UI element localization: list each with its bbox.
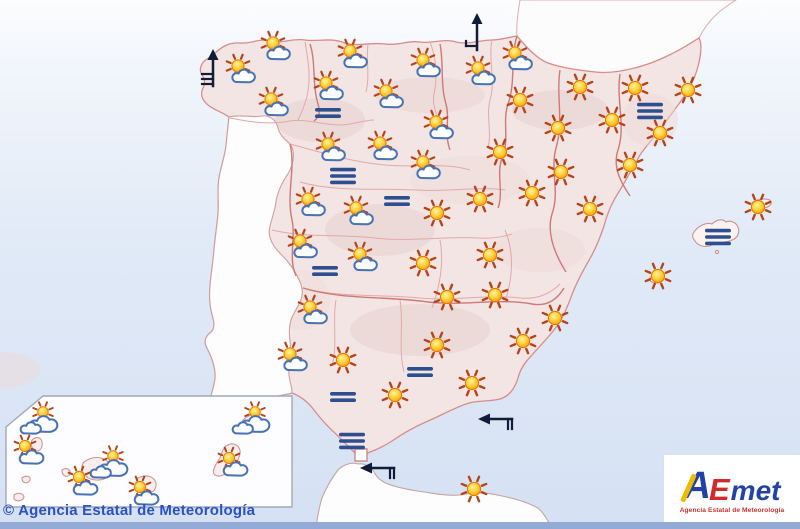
aemet-logo: A E met Agencia Estatal de Meteorología <box>663 454 800 524</box>
sun-cloud-icon <box>347 241 378 272</box>
sun-icon <box>481 281 509 309</box>
wind-arrow-icon <box>360 462 396 480</box>
sun-cloud-icon <box>343 195 374 226</box>
sun-icon <box>329 346 357 374</box>
sun-clouds-icon <box>231 401 271 435</box>
gibraltar-marker <box>354 448 368 462</box>
sun-cloud-icon <box>258 86 289 117</box>
sun-cloud-icon <box>315 131 346 162</box>
logo-letter-e: E <box>708 471 730 507</box>
sun-icon <box>423 331 451 359</box>
sun-clouds-icon <box>89 445 129 479</box>
sun-icon <box>616 151 644 179</box>
sun-cloud-icon <box>277 341 308 372</box>
mist-icon <box>705 228 731 246</box>
sun-icon <box>566 73 594 101</box>
bottom-strip <box>0 522 800 529</box>
sun-icon <box>458 369 486 397</box>
sun-cloud-icon <box>313 70 344 101</box>
portugal-landmass <box>204 115 303 404</box>
morocco-landmass <box>315 462 553 529</box>
sun-icon <box>598 106 626 134</box>
sun-icon <box>433 283 461 311</box>
wind-arrow-icon <box>478 413 514 431</box>
sun-icon <box>621 74 649 102</box>
sun-icon <box>518 179 546 207</box>
mist-icon <box>339 432 365 450</box>
sun-cloud-icon <box>295 186 326 217</box>
sun-icon <box>423 199 451 227</box>
sun-cloud-icon <box>297 294 328 325</box>
logo-letters-met: met <box>730 474 781 506</box>
sun-icon <box>486 138 514 166</box>
mist-icon <box>330 392 356 402</box>
sun-cloud-icon <box>128 475 160 506</box>
mist-icon <box>637 102 663 120</box>
sun-icon <box>381 381 409 409</box>
sun-icon <box>509 327 537 355</box>
sun-cloud-icon <box>410 149 441 180</box>
sun-icon <box>544 114 572 142</box>
sun-cloud-icon <box>465 55 496 86</box>
aemet-logo-word: A E met <box>679 465 781 507</box>
sun-icon <box>460 475 488 503</box>
sun-icon <box>644 262 672 290</box>
mist-icon <box>384 196 410 206</box>
sun-cloud-icon <box>287 228 318 259</box>
sun-cloud-icon <box>260 30 291 61</box>
province-borders <box>229 39 561 373</box>
sun-cloud-icon <box>217 446 249 477</box>
sun-icon <box>466 185 494 213</box>
sun-cloud-icon <box>13 434 45 465</box>
sun-cloud-icon <box>67 465 99 496</box>
logo-tagline: Agencia Estatal de Meteorología <box>679 506 785 514</box>
sun-icon <box>476 241 504 269</box>
sun-cloud-icon <box>410 47 441 78</box>
sun-icon <box>547 158 575 186</box>
wind-arrow-icon <box>200 49 219 88</box>
sun-cloud-icon <box>502 40 533 71</box>
mist-icon <box>330 167 356 185</box>
weather-icons-layer <box>13 13 772 506</box>
sun-clouds-icon <box>19 401 59 435</box>
sun-icon <box>674 76 702 104</box>
mist-icon <box>315 108 341 118</box>
sun-cloud-icon <box>225 53 256 84</box>
sun-icon <box>541 304 569 332</box>
sun-cloud-icon <box>423 109 454 140</box>
attribution-text: © Agencia Estatal de Meteorología <box>3 502 256 519</box>
sun-icon <box>744 193 772 221</box>
sun-icon <box>506 86 534 114</box>
sun-cloud-icon <box>337 38 368 69</box>
wind-arrow-icon <box>464 13 483 52</box>
sun-icon <box>576 195 604 223</box>
sun-icon <box>409 249 437 277</box>
mist-icon <box>312 266 338 276</box>
sun-icon <box>646 119 674 147</box>
logo-letter-a: A <box>679 467 711 505</box>
sun-cloud-icon <box>373 78 404 109</box>
mist-icon <box>407 367 433 377</box>
sun-cloud-icon <box>367 130 398 161</box>
